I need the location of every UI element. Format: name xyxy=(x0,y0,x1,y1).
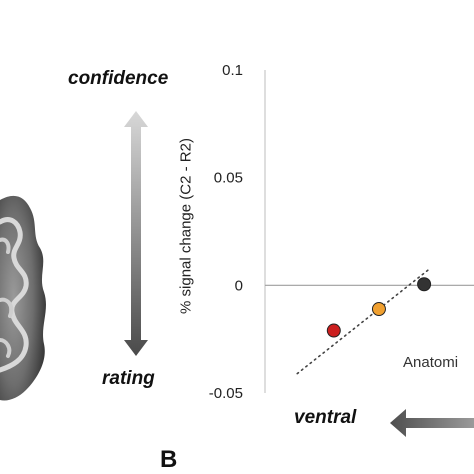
data-point-1 xyxy=(326,323,341,338)
panel-letter: B xyxy=(160,446,178,473)
data-point-3 xyxy=(417,277,432,292)
scale-bottom-label: rating xyxy=(102,368,155,389)
ventral-label: ventral xyxy=(294,407,357,428)
y-tick-label: 0.1 xyxy=(222,62,243,79)
y-tick-label: 0 xyxy=(235,277,243,294)
annotation-text: Anatomi xyxy=(403,354,459,371)
y-tick-label: 0.05 xyxy=(214,170,243,187)
y-tick-label: -0.05 xyxy=(209,385,243,402)
trend-line xyxy=(296,267,432,375)
data-point-2 xyxy=(371,302,386,317)
scale-top-label: confidence xyxy=(68,68,169,89)
